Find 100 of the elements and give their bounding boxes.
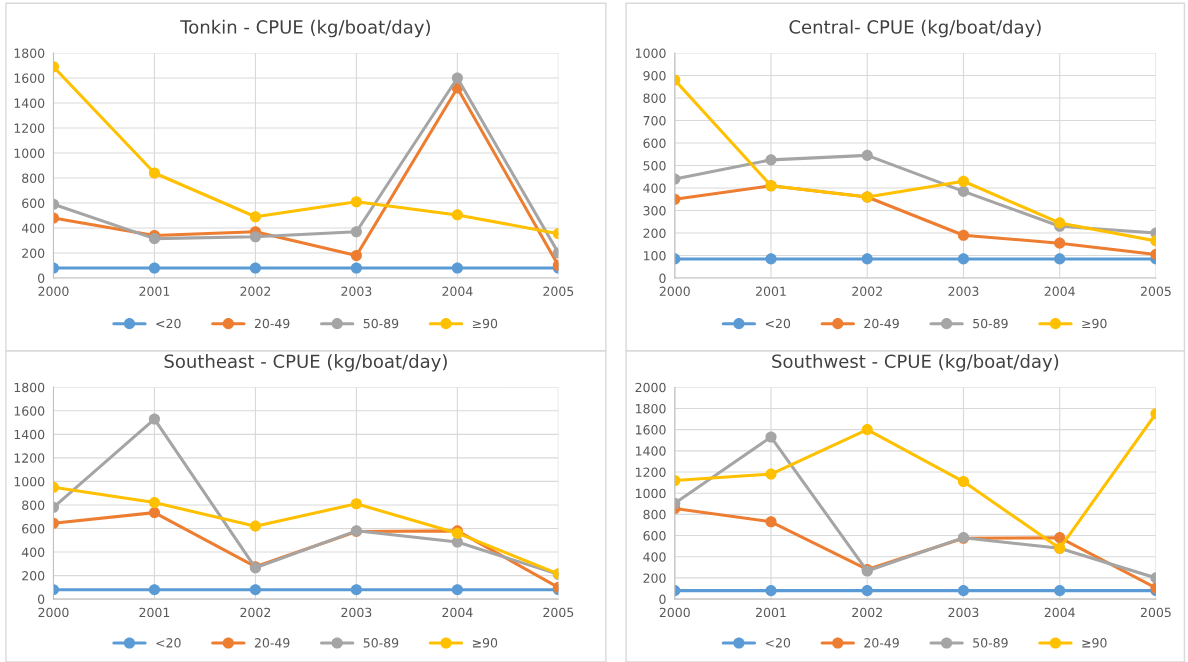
x-tick-label: 2004: [442, 607, 473, 618]
x-tick-label: 2001: [139, 607, 170, 618]
point: [861, 424, 873, 436]
y-tick-label: 1400: [14, 98, 45, 108]
point: [1054, 253, 1066, 265]
point: [765, 154, 777, 166]
point: [350, 226, 362, 238]
point: [249, 231, 261, 243]
y-tick-label: 600: [22, 523, 45, 534]
y-tick-label: 400: [643, 552, 666, 562]
point: [451, 262, 463, 274]
x-tick-label: 2001: [756, 607, 786, 618]
point: [957, 585, 970, 597]
y-tick-label: 1800: [636, 403, 666, 414]
y-tick-label: 600: [22, 198, 45, 208]
y-tick-label: 400: [21, 223, 45, 233]
legend-label: <20: [765, 318, 791, 329]
y-tick-label: 500: [643, 160, 666, 171]
x-tick-label: 2002: [240, 607, 271, 618]
y-tick-label: 0: [38, 273, 45, 283]
point: [350, 249, 362, 262]
y-tick-label: 200: [22, 248, 45, 258]
y-tick-label: 0: [659, 273, 666, 283]
y-tick-label: 200: [22, 571, 45, 581]
y-tick-label: 200: [643, 228, 666, 238]
y-tick-label: 1400: [14, 429, 45, 440]
point: [350, 262, 362, 274]
y-tick-label: 400: [21, 547, 45, 557]
y-tick-label: 1600: [14, 73, 45, 83]
x-tick-label: 2003: [948, 286, 979, 297]
y-tick-label: 1000: [636, 488, 666, 499]
x-tick-label: 2003: [341, 607, 372, 618]
legend-label: ≥90: [472, 638, 498, 648]
point: [350, 196, 362, 208]
x-tick-label: 2001: [139, 286, 170, 297]
point: [451, 584, 463, 596]
chart-title: Southwest - CPUE (kg/boat/day): [772, 354, 1059, 372]
y-tick-label: 400: [643, 183, 666, 193]
x-tick-label: 2004: [1044, 286, 1075, 297]
y-tick-label: 1800: [14, 48, 45, 58]
y-tick-label: 800: [643, 93, 666, 103]
legend-label: ≥90: [1082, 638, 1107, 648]
x-tick-label: 2003: [948, 607, 979, 618]
point: [451, 209, 463, 221]
point: [350, 498, 362, 510]
y-tick-label: 1000: [636, 48, 666, 58]
point: [765, 431, 777, 443]
y-tick-label: 600: [643, 531, 666, 541]
y-tick-label: 1000: [14, 148, 45, 158]
legend-label: 20-49: [864, 318, 899, 329]
point: [249, 211, 261, 223]
point: [957, 475, 970, 488]
x-tick-label: 2004: [442, 286, 473, 297]
x-tick-label: 2005: [543, 607, 574, 618]
y-tick-label: 1200: [636, 467, 666, 477]
point: [861, 149, 873, 161]
legend-label: 20-49: [254, 318, 290, 329]
chart-title: Central- CPUE (kg/boat/day): [789, 19, 1041, 38]
y-tick-label: 800: [643, 509, 666, 520]
point: [249, 262, 261, 274]
legend-label: 50-89: [363, 638, 399, 648]
point: [350, 584, 362, 596]
legend-label: <20: [156, 638, 181, 648]
legend-label: 50-89: [973, 638, 1008, 648]
y-tick-label: 900: [643, 70, 666, 81]
legend-label: 50-89: [973, 318, 1008, 329]
y-tick-label: 1800: [14, 382, 45, 393]
legend-label: ≥90: [1082, 318, 1107, 329]
point: [861, 585, 873, 597]
point: [957, 175, 970, 187]
point: [451, 72, 463, 84]
x-tick-label: 2003: [341, 286, 372, 297]
x-tick-label: 2002: [240, 286, 271, 297]
point: [249, 520, 261, 532]
point: [765, 585, 777, 597]
x-tick-label: 2001: [756, 286, 786, 297]
legend-label: <20: [765, 638, 791, 648]
chart-title: Southeast - CPUE (kg/boat/day): [164, 354, 447, 372]
point: [957, 253, 970, 265]
point: [249, 584, 261, 596]
y-tick-label: 0: [659, 594, 666, 605]
point: [765, 516, 777, 528]
y-tick-label: 300: [643, 205, 666, 216]
legend-label: 20-49: [864, 638, 899, 648]
y-tick-label: 1000: [14, 476, 45, 487]
y-tick-label: 800: [22, 173, 45, 183]
y-tick-label: 700: [643, 115, 666, 126]
y-tick-label: 2000: [635, 382, 666, 393]
y-tick-label: 0: [38, 594, 45, 605]
x-tick-label: 2002: [852, 607, 882, 618]
x-tick-label: 2005: [1140, 286, 1171, 297]
y-tick-label: 1400: [636, 446, 666, 456]
point: [957, 185, 970, 197]
y-tick-label: 1200: [14, 123, 45, 133]
legend-label: ≥90: [472, 318, 498, 329]
x-tick-label: 2002: [852, 286, 882, 297]
point: [861, 253, 873, 265]
y-tick-label: 600: [643, 138, 666, 148]
x-tick-label: 2005: [543, 286, 574, 297]
legend-label: <20: [156, 318, 181, 329]
